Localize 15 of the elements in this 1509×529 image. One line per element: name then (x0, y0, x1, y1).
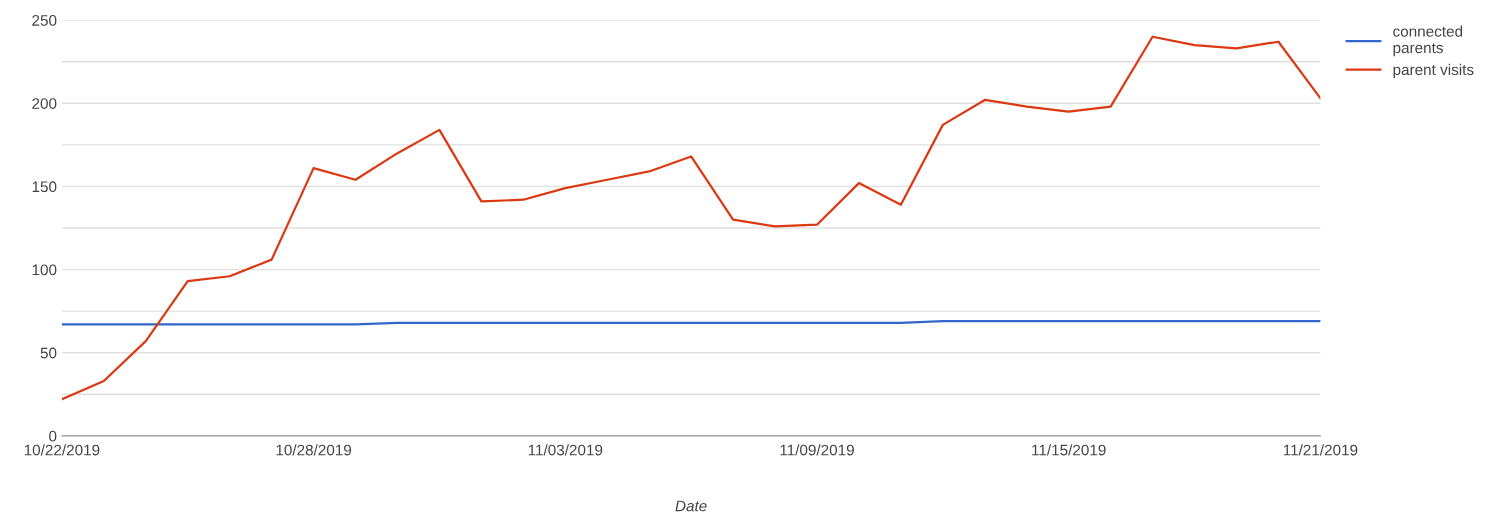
y-tick-label: 150 (32, 181, 57, 193)
y-tick-label: 250 (32, 14, 57, 26)
line-series (61, 35, 1321, 401)
legend-label: parent visits (1393, 63, 1474, 79)
x-tick-label: 11/15/2019 (1032, 444, 1106, 456)
x-tick-label: 11/21/2019 (1283, 444, 1358, 456)
x-tick-label: 10/28/2019 (276, 444, 352, 456)
x-tick-label: 11/03/2019 (528, 444, 603, 456)
y-tick-label: 0 (49, 430, 57, 442)
x-tick-label: 11/09/2019 (780, 444, 854, 456)
y-tick-label: 200 (32, 98, 57, 109)
y-tick-label: 50 (40, 347, 57, 359)
y-tick-label: 100 (32, 264, 57, 276)
x-axis-title: Date (675, 500, 707, 512)
x-tick-label: 10/22/2019 (24, 444, 100, 456)
